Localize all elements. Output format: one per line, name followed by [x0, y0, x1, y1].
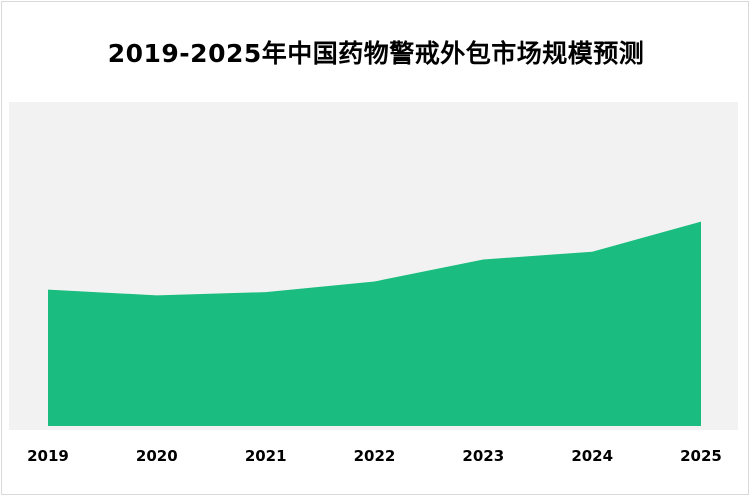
area-fill — [48, 221, 701, 426]
area-series — [48, 221, 701, 426]
x-tick-label-2023: 2023 — [462, 447, 504, 465]
x-axis: 2019 2020 2021 2022 2023 2024 2025 — [27, 447, 722, 465]
chart-title: 2019-2025年中国药物警戒外包市场规模预测 — [107, 39, 645, 68]
x-tick-label-2024: 2024 — [571, 447, 613, 465]
x-tick-label-2022: 2022 — [354, 447, 396, 465]
x-tick-label-2020: 2020 — [136, 447, 178, 465]
x-tick-label-2025: 2025 — [680, 447, 722, 465]
x-tick-label-2019: 2019 — [27, 447, 69, 465]
x-tick-label-2021: 2021 — [245, 447, 287, 465]
